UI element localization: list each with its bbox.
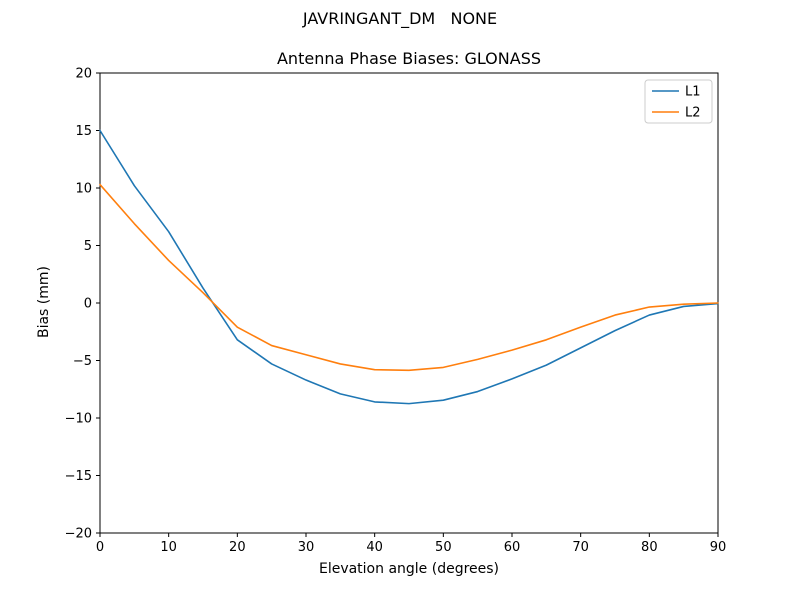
figure-suptitle: JAVRINGANT_DM NONE xyxy=(302,9,498,28)
legend-label-l2: L2 xyxy=(685,106,701,121)
axis-ticks: 0 10 20 30 40 50 60 70 80 90 −20 −15 −10 −5 0 5 10 15 20 xyxy=(65,67,727,556)
y-tick-label: −20 xyxy=(65,527,92,542)
y-tick-label: 15 xyxy=(75,124,92,139)
x-tick-label: 60 xyxy=(504,540,521,555)
data-lines xyxy=(99,129,719,405)
y-tick-label: 20 xyxy=(75,67,92,82)
y-tick-label: 5 xyxy=(84,239,92,254)
x-tick-label: 70 xyxy=(572,540,589,555)
x-axis-label: Elevation angle (degrees) xyxy=(318,561,500,577)
axes-spines xyxy=(99,72,719,534)
legend-label-l1: L1 xyxy=(685,85,701,100)
x-tick-label: 10 xyxy=(160,540,177,555)
y-tick-label: 10 xyxy=(75,182,92,197)
x-tick-label: 30 xyxy=(298,540,315,555)
y-axis-label: Bias (mm) xyxy=(36,265,52,339)
x-tick-label: 40 xyxy=(366,540,383,555)
x-tick-label: 90 xyxy=(710,540,727,555)
y-tick-label: −10 xyxy=(65,412,92,427)
series-line-l1 xyxy=(99,129,719,405)
x-tick-label: 20 xyxy=(229,540,246,555)
y-tick-label: −5 xyxy=(73,354,92,369)
x-tick-label: 0 xyxy=(96,540,104,555)
legend-box xyxy=(644,79,713,124)
axes-frame xyxy=(99,72,719,534)
y-tick-label: 0 xyxy=(84,297,92,312)
x-tick-label: 80 xyxy=(641,540,658,555)
series-line-l2 xyxy=(99,183,719,372)
x-tick-label: 50 xyxy=(435,540,452,555)
axes-title: Antenna Phase Biases: GLONASS xyxy=(276,49,541,68)
y-tick-label: −15 xyxy=(65,469,92,484)
